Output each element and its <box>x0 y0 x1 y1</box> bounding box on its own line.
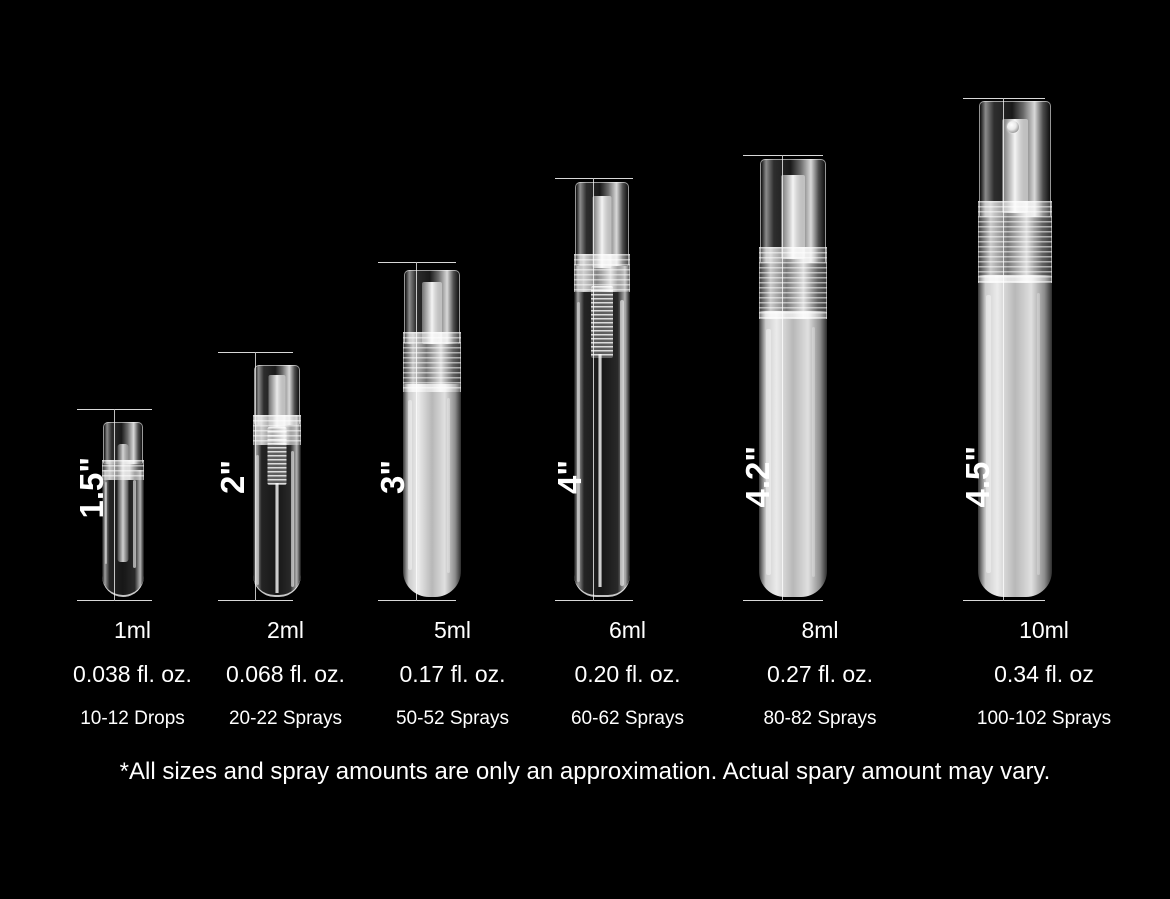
fluid-ounce-label-8ml: 0.27 fl. oz. <box>766 661 874 687</box>
sprays-label-10ml: 100-102 Sprays <box>976 708 1112 729</box>
highlight-glint <box>133 480 136 568</box>
highlight-glint <box>447 398 450 573</box>
dimension-tick-top <box>963 98 1045 99</box>
spray-nozzle <box>781 175 805 259</box>
fluid-ounce-label-5ml: 0.17 fl. oz. <box>399 661 506 687</box>
bottle-10ml <box>969 101 1061 597</box>
pump-stem <box>267 427 287 485</box>
fluid-ounce-label-6ml: 0.20 fl. oz. <box>574 661 681 687</box>
sprays-label-8ml: 80-82 Sprays <box>763 708 877 729</box>
bottle-collar <box>403 332 461 392</box>
pump-stem <box>591 286 613 358</box>
sprays-label-6ml: 60-62 Sprays <box>570 708 684 729</box>
bottle-column-10ml: 4.5" 10ml 0.34 fl. oz 100-102 Sprays <box>955 0 1133 899</box>
dip-tube <box>275 483 279 593</box>
highlight-glint <box>105 482 107 564</box>
bottle-collar <box>978 201 1052 283</box>
dimension-tick-top <box>378 262 456 263</box>
fluid-ounce-label-1ml: 0.038 fl. oz. <box>73 661 192 687</box>
bottle-5ml <box>395 270 469 597</box>
volume-label-10ml: 10ml <box>1019 617 1069 643</box>
highlight-glint <box>408 400 412 570</box>
sprays-label-2ml: 20-22 Sprays <box>228 708 342 729</box>
spray-nozzle-hole <box>1007 121 1019 133</box>
sprays-label-5ml: 50-52 Sprays <box>395 708 509 729</box>
spray-nozzle <box>1002 119 1028 213</box>
highlight-glint <box>766 329 771 575</box>
dimension-tick-top <box>555 178 633 179</box>
volume-label-2ml: 2ml <box>266 617 305 643</box>
sprays-label-1ml: 10-12 Drops <box>80 708 185 729</box>
volume-label-8ml: 8ml <box>801 617 839 643</box>
bottle-column-8ml: 4.2" 8ml 0.27 fl. oz. 80-82 Sprays <box>735 0 905 899</box>
bottle-8ml <box>750 159 836 597</box>
bottle-body <box>978 275 1052 597</box>
dimension-tick-bottom <box>743 600 823 601</box>
dip-tube <box>598 354 602 587</box>
spray-nozzle <box>592 196 612 268</box>
highlight-glint <box>1037 293 1040 575</box>
bottle-column-6ml: 4" 6ml 0.20 fl. oz. 60-62 Sprays <box>545 0 710 899</box>
bottle-2ml <box>247 365 307 597</box>
spray-nozzle <box>422 282 442 344</box>
highlight-glint <box>812 327 815 577</box>
highlight-glint <box>577 302 580 582</box>
fluid-ounce-label-2ml: 0.068 fl. oz. <box>226 661 345 687</box>
highlight-glint <box>291 451 294 587</box>
bottle-body <box>403 384 461 597</box>
bottle-cap <box>103 422 143 464</box>
volume-label-6ml: 6ml <box>608 617 647 643</box>
bottle-column-2ml: 2" 2ml 0.068 fl. oz. 20-22 Sprays <box>208 0 363 899</box>
dimension-tick-bottom <box>555 600 633 601</box>
applicator-wand <box>117 444 129 562</box>
bottle-1ml <box>97 422 149 597</box>
dimension-tick-top <box>743 155 823 156</box>
bottle-6ml <box>568 182 636 597</box>
bottle-column-5ml: 3" 5ml 0.17 fl. oz. 50-52 Sprays <box>370 0 535 899</box>
highlight-glint <box>620 300 624 586</box>
highlight-glint <box>986 295 991 573</box>
footnote-disclaimer: *All sizes and spray amounts are only an… <box>119 758 1051 785</box>
dimension-tick-bottom <box>378 600 456 601</box>
highlight-glint <box>256 455 259 585</box>
fluid-ounce-label-10ml: 0.34 fl. oz <box>994 661 1094 687</box>
bottle-collar <box>759 247 827 319</box>
bottle-column-1ml: 1.5" 1ml 0.038 fl. oz. 10-12 Drops <box>55 0 210 899</box>
volume-label-1ml: 1ml <box>113 617 152 643</box>
bottle-body <box>759 311 827 597</box>
dimension-tick-bottom <box>963 600 1045 601</box>
spray-nozzle <box>268 375 286 427</box>
volume-label-5ml: 5ml <box>433 617 472 643</box>
